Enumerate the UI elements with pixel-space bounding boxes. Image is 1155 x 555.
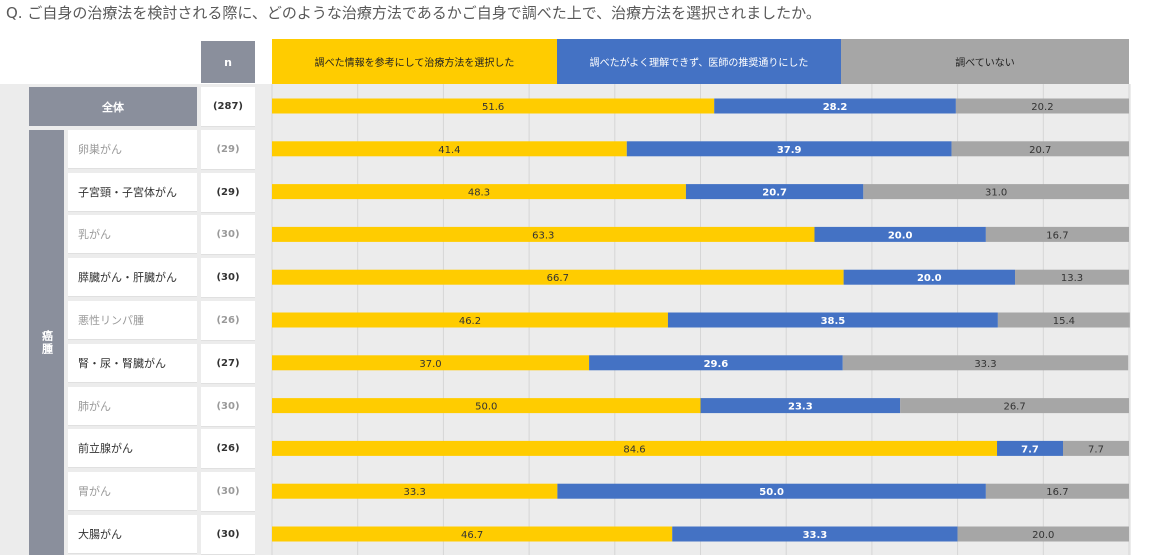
bar-segment (1015, 269, 1129, 285)
bar-value-label: 13.3 (1061, 273, 1083, 284)
bar-value-label: 33.3 (803, 530, 828, 541)
bar-segment (672, 526, 958, 542)
bar-segment (557, 483, 986, 499)
bar-segment (272, 226, 815, 242)
bar-value-label: 26.7 (1003, 402, 1025, 413)
bar-value-label: 51.6 (482, 102, 504, 113)
bar-segment (272, 483, 558, 499)
bar-segment (985, 226, 1129, 242)
bar-value-label: 46.2 (459, 316, 481, 327)
bar-segment (863, 184, 1129, 200)
bar-segment (589, 355, 843, 371)
bar-value-label: 20.0 (1032, 530, 1054, 541)
bar-segment (900, 398, 1129, 414)
row-n: (30) (201, 258, 255, 299)
bar-value-label: 38.5 (821, 316, 846, 327)
bar-value-label: 84.6 (623, 444, 645, 455)
row-n: (30) (201, 386, 255, 427)
bar-segment (997, 312, 1130, 328)
bar-value-label: 15.4 (1053, 316, 1075, 327)
row-n: (287) (201, 87, 255, 127)
bar-value-label: 16.7 (1046, 487, 1068, 498)
row-label: 子宮頸・子宮体がん (68, 172, 197, 212)
bar-segment (272, 312, 668, 328)
bar-value-label: 20.0 (888, 230, 913, 241)
row-label: 悪性リンパ腫 (68, 301, 197, 340)
bar-value-label: 7.7 (1088, 444, 1104, 455)
bar-value-label: 28.2 (823, 102, 848, 113)
bar-value-label: 37.0 (419, 359, 441, 370)
question-title: Q. ご自身の治療法を検討される際に、どのような治療方法であるかご自身で調べた上… (6, 4, 821, 22)
category-group-label: 癌腫 (29, 130, 64, 555)
legend-series-1: 調べた情報を参考にして治療方法を選択した (272, 39, 557, 84)
overall-label: 全体 (29, 87, 197, 126)
bar-segment (626, 141, 952, 157)
bar-value-label: 41.4 (438, 145, 460, 156)
bar-value-label: 50.0 (759, 487, 784, 498)
bar-segment (272, 141, 627, 157)
row-label: 卵巣がん (68, 129, 197, 169)
bar-value-label: 20.7 (1029, 145, 1051, 156)
row-n: (30) (201, 472, 255, 513)
bar-segment (272, 440, 998, 456)
row-label: 腎・尿・腎臓がん (68, 343, 197, 383)
bar-value-label: 20.2 (1031, 102, 1053, 113)
bar-value-label: 50.0 (475, 402, 497, 413)
bar-segment (997, 440, 1064, 456)
row-label: 肺がん (68, 386, 197, 426)
bar-segment (272, 526, 673, 542)
bar-segment (843, 269, 1016, 285)
row-label: 前立腺がん (68, 429, 197, 469)
bar-value-label: 63.3 (532, 230, 554, 241)
bar-value-label: 20.0 (917, 273, 942, 284)
n-column-header: n (201, 41, 255, 83)
bar-value-label: 37.9 (777, 145, 802, 156)
bar-value-label: 46.7 (461, 530, 483, 541)
bar-segment (272, 269, 844, 285)
bar-value-label: 33.3 (404, 487, 426, 498)
bar-segment (685, 184, 864, 200)
bar-value-label: 66.7 (547, 273, 569, 284)
category-group-text: 癌腫 (40, 329, 54, 356)
row-n: (29) (201, 129, 255, 170)
bar-value-label: 23.3 (788, 402, 813, 413)
bar-segment (814, 226, 986, 242)
bar-value-label: 7.7 (1021, 444, 1039, 455)
bar-segment (951, 141, 1129, 157)
bar-segment (842, 355, 1129, 371)
bar-segment (272, 98, 715, 114)
bar-segment (700, 398, 901, 414)
row-n: (26) (201, 429, 255, 470)
legend-series-3: 調べていない (841, 39, 1129, 84)
row-n: (29) (201, 172, 255, 213)
bar-segment (272, 355, 590, 371)
row-label: 膵臓がん・肝臓がん (68, 258, 197, 298)
bar-value-label: 33.3 (974, 359, 996, 370)
row-label: 胃がん (68, 472, 197, 512)
row-label: 乳がん (68, 215, 197, 255)
bar-segment (272, 184, 686, 200)
row-n: (26) (201, 301, 255, 341)
legend-series-2: 調べたがよく理解できず、医師の推奨通りにした (557, 39, 841, 84)
bar-value-label: 48.3 (468, 188, 490, 199)
row-n: (30) (201, 215, 255, 256)
bar-segment (955, 98, 1129, 114)
bar-segment (714, 98, 956, 114)
bar-segment (667, 312, 998, 328)
row-n: (27) (201, 343, 255, 384)
bar-value-label: 31.0 (985, 188, 1007, 199)
bar-value-label: 16.7 (1046, 230, 1068, 241)
bar-segment (985, 483, 1129, 499)
bar-value-label: 20.7 (762, 188, 787, 199)
bar-segment (957, 526, 1129, 542)
bar-segment (272, 398, 701, 414)
row-n: (30) (201, 515, 255, 555)
row-label: 大腸がん (68, 515, 197, 554)
bar-segment (1063, 440, 1129, 456)
bar-value-label: 29.6 (704, 359, 729, 370)
